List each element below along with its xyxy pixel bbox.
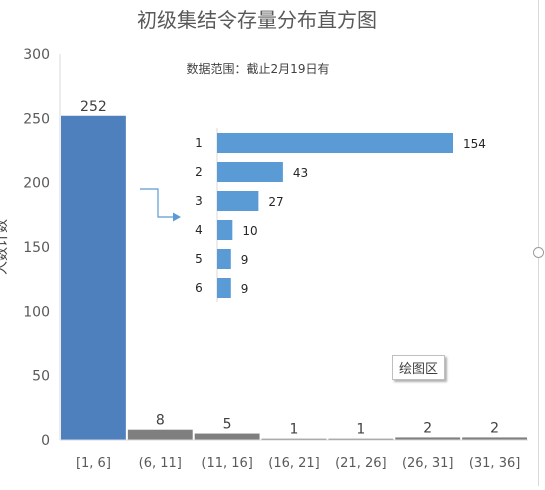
- x-tick-label: (16, 21]: [268, 456, 320, 471]
- connector-arrowhead: [173, 212, 181, 222]
- y-tick-label: 50: [32, 369, 50, 385]
- x-tick-label: (11, 16]: [201, 456, 253, 471]
- inset-bar-value-label: 27: [268, 195, 283, 209]
- bar: [194, 433, 260, 440]
- inset-category-label: 6: [195, 281, 203, 295]
- x-tick-label: (6, 11]: [139, 456, 182, 471]
- y-tick-label: 100: [23, 304, 50, 320]
- bar-value-label: 2: [423, 420, 432, 436]
- inset-bar: [217, 162, 283, 182]
- bar: [462, 437, 527, 440]
- x-tick-label: (31, 36]: [469, 456, 521, 471]
- bar-value-label: 8: [156, 413, 165, 429]
- bar: [61, 115, 126, 440]
- inset-bar: [217, 220, 233, 240]
- y-tick-label: 250: [23, 111, 50, 127]
- inset-bar-value-label: 9: [241, 282, 249, 296]
- resize-handle[interactable]: [533, 247, 544, 258]
- inset-bar: [217, 133, 453, 153]
- y-tick-label: 300: [23, 47, 50, 63]
- bar-value-label: 252: [80, 99, 107, 115]
- bar: [127, 429, 193, 440]
- y-tick-label: 200: [23, 176, 50, 192]
- inset-category-label: 5: [195, 252, 203, 266]
- inset-category-label: 2: [195, 165, 203, 179]
- y-tick-label: 0: [41, 433, 50, 449]
- bar-value-label: 5: [223, 417, 232, 433]
- x-tick-label: (21, 26]: [335, 456, 387, 471]
- inset-bar: [217, 191, 259, 211]
- inset-bar: [217, 249, 231, 269]
- y-tick-label: 150: [23, 240, 50, 256]
- bar: [261, 438, 327, 440]
- bar: [395, 437, 461, 440]
- inset-category-label: 4: [195, 223, 203, 237]
- inset-bar-value-label: 154: [463, 137, 486, 151]
- chart-title: 初级集结令存量分布直方图: [137, 8, 377, 32]
- bar: [328, 438, 394, 440]
- y-axis-title: 人数计数: [0, 219, 10, 275]
- x-tick-label: [1, 6]: [76, 456, 111, 471]
- x-tick-label: (26, 31]: [402, 456, 454, 471]
- bar-value-label: 1: [356, 422, 365, 438]
- inset-bar-value-label: 10: [242, 224, 257, 238]
- bar-value-label: 1: [290, 422, 299, 438]
- bar-value-label: 2: [490, 420, 499, 436]
- inset-category-label: 1: [195, 136, 203, 150]
- chart-subtitle: 数据范围：截止2月19日有: [187, 61, 330, 76]
- connector-arrow-line: [140, 188, 174, 218]
- plot-area-tooltip: 绘图区: [392, 355, 446, 380]
- inset-category-label: 3: [195, 194, 203, 208]
- inset-bar-value-label: 9: [241, 253, 249, 267]
- inset-bar-value-label: 43: [293, 166, 308, 180]
- inset-bar: [217, 278, 231, 298]
- chart-border: [538, 0, 539, 486]
